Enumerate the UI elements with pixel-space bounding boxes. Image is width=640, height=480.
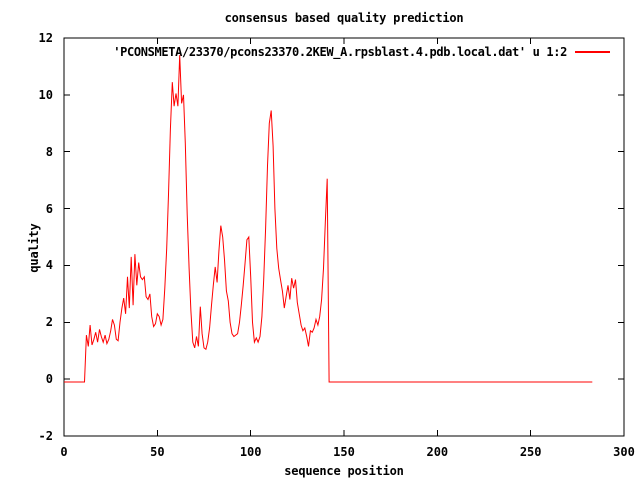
x-axis-label: sequence position (284, 464, 404, 478)
legend-label: 'PCONSMETA/23370/pcons23370.2KEW_A.rpsbl… (113, 44, 567, 59)
y-tick-label: 0 (45, 372, 53, 387)
y-tick-label: 4 (45, 258, 53, 273)
x-tick-label: 150 (333, 445, 355, 459)
y-tick-label: 2 (45, 315, 53, 330)
y-tick-label: -2 (38, 429, 53, 443)
y-tick-label: 12 (38, 31, 53, 45)
plot-frame (63, 37, 625, 437)
x-tick-label: 250 (519, 445, 542, 459)
y-tick-label: 8 (45, 144, 53, 159)
x-tick-label: 300 (613, 445, 635, 459)
series-line (64, 55, 593, 383)
y-tick-label: 6 (45, 201, 53, 216)
x-tick-label: 0 (60, 445, 68, 459)
x-tick-label: 100 (239, 445, 262, 459)
legend: 'PCONSMETA/23370/pcons23370.2KEW_A.rpsbl… (113, 44, 610, 59)
x-tick-label: 200 (426, 445, 449, 459)
chart-title: consensus based quality prediction (224, 11, 464, 25)
legend-line-swatch (575, 50, 610, 53)
x-tick-label: 50 (150, 445, 165, 459)
y-tick-label: 10 (38, 87, 53, 102)
